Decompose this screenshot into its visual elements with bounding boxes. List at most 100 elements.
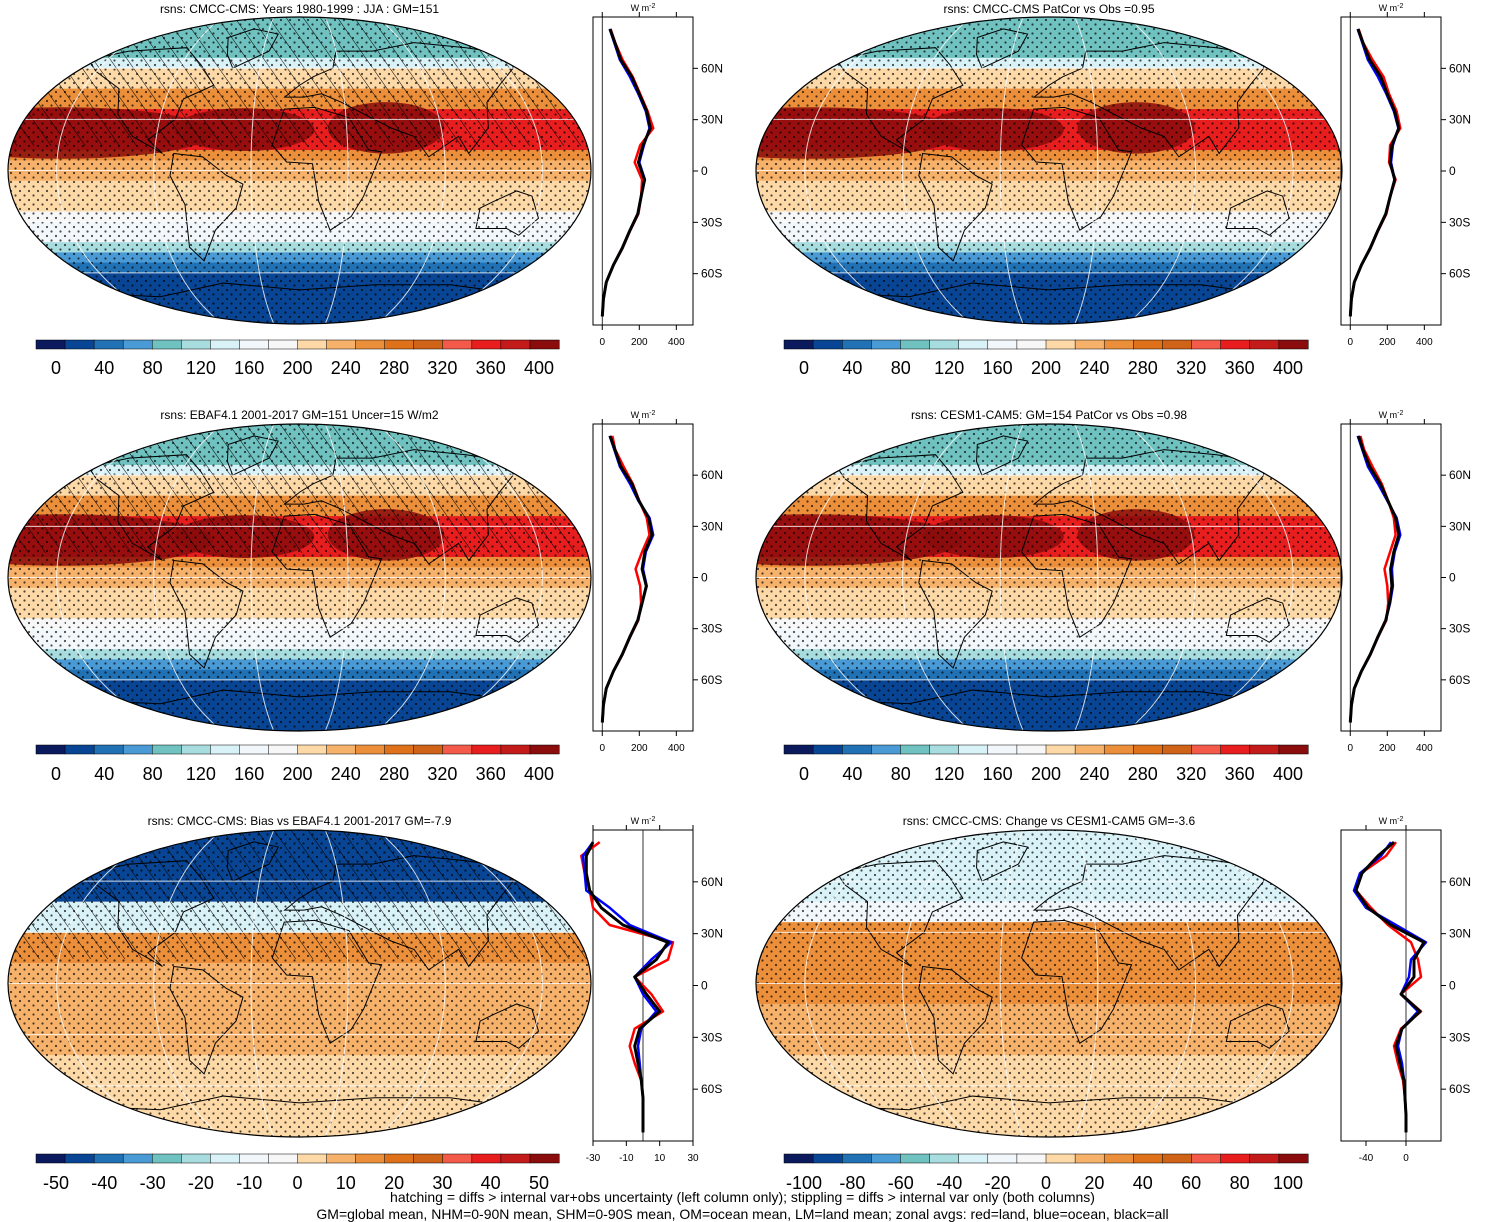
colorbar-tick-label: -60 (888, 1173, 914, 1193)
colorbar-swatch (35, 1153, 66, 1164)
zonal-x-tick-label: -10 (619, 1153, 634, 1164)
colorbar-tick-label: 30 (432, 1173, 452, 1193)
colorbar: -50 -40 -30 -20 -10 0 10 20 30 40 50 (35, 1153, 560, 1193)
colorbar-swatch (210, 744, 240, 755)
hatching (8, 17, 591, 146)
colorbar-tick-label: 40 (481, 1173, 501, 1193)
zonal-x-tick-label: 0 (599, 337, 605, 348)
colorbar-tick-label: -10 (236, 1173, 262, 1193)
colorbar-swatch (326, 744, 357, 755)
colorbar-tick-label: 0 (51, 764, 61, 784)
colorbar-swatch (413, 744, 444, 755)
zonal-mean-plot: 60N 30N 0 30S 60S -40 0 W m-2 (1340, 816, 1471, 1164)
zonal-x-tick-label: 400 (1416, 743, 1433, 754)
map-field (8, 424, 591, 731)
colorbar-swatch (841, 339, 872, 350)
lat-tick-label: 0 (701, 571, 708, 585)
colorbar-swatch (929, 744, 960, 755)
lat-tick-label: 60S (701, 1082, 722, 1096)
colorbar-swatch (1074, 1153, 1105, 1164)
zonal-unit-label: W m-2 (1379, 816, 1404, 826)
colorbar-swatch (442, 744, 473, 755)
colorbar-swatch (900, 339, 931, 350)
colorbar-swatch (871, 339, 901, 350)
colorbar-swatch (500, 744, 531, 755)
colorbar-tick-label: 120 (186, 764, 216, 784)
colorbar-swatch (122, 744, 153, 755)
colorbar-swatch (1278, 744, 1309, 755)
map-field (756, 424, 1342, 731)
colorbar-swatch (268, 339, 299, 350)
zonal-x-tick-label: -40 (1359, 1153, 1374, 1164)
colorbar-tick-label: 120 (934, 358, 964, 378)
colorbar-swatch (210, 1153, 240, 1164)
colorbar-tick-label: -40 (91, 1173, 117, 1193)
colorbar-swatch (1016, 1153, 1047, 1164)
panel-title: rsns: CMCC-CMS: Years 1980-1999 : JJA : … (160, 2, 439, 16)
hatching (8, 424, 591, 553)
zonal-unit-label: W m-2 (631, 410, 656, 420)
zonal-unit-label: W m-2 (1379, 410, 1404, 420)
colorbar-tick-label: 120 (186, 358, 216, 378)
colorbar-tick-label: 160 (234, 358, 264, 378)
lat-tick-label: 0 (1449, 571, 1456, 585)
lat-tick-label: 30S (1449, 1030, 1470, 1044)
colorbar-swatch (297, 339, 328, 350)
zonal-x-tick-label: 400 (668, 337, 685, 348)
colorbar-tick-label: 40 (842, 358, 862, 378)
map-outline (755, 829, 1343, 1138)
colorbar-swatch (783, 744, 814, 755)
lat-tick-label: 60N (1449, 468, 1471, 482)
colorbar-tick-label: 400 (1273, 764, 1303, 784)
colorbar-swatch (500, 339, 531, 350)
colorbar-swatch (355, 1153, 386, 1164)
colorbar-swatch (812, 1153, 843, 1164)
colorbar-swatch (1074, 339, 1105, 350)
panel-change: rsns: CMCC-CMS: Change vs CESM1-CAM5 GM=… (755, 814, 1471, 1193)
colorbar-swatch (122, 339, 153, 350)
colorbar-swatch (35, 339, 66, 350)
lat-tick-label: 30N (701, 113, 723, 127)
zonal-series-line (1354, 841, 1423, 1133)
zonal-x-tick-label: 200 (631, 337, 648, 348)
panel-bias: rsns: CMCC-CMS: Bias vs EBAF4.1 2001-201… (7, 814, 723, 1193)
colorbar-swatch (384, 744, 415, 755)
colorbar-swatch (1045, 339, 1076, 350)
colorbar-swatch (1016, 744, 1047, 755)
colorbar-swatch (64, 1153, 95, 1164)
zonal-unit-exponent: -2 (649, 3, 655, 10)
colorbar-tick-label: 280 (1128, 764, 1158, 784)
zonal-mean-plot: 60N 30N 0 30S 60S 0 200 400 W m-2 (592, 410, 723, 754)
colorbar-swatch (783, 339, 814, 350)
colorbar-tick-label: 40 (94, 358, 114, 378)
zonal-unit-exponent: -2 (1397, 816, 1403, 823)
lat-tick-label: 60N (701, 875, 723, 889)
lat-tick-label: 60S (1449, 267, 1470, 281)
zonal-series-line (600, 28, 652, 317)
colorbar-swatch (1162, 744, 1193, 755)
colorbar-swatch (442, 1153, 473, 1164)
colorbar-swatch (239, 339, 269, 350)
colorbar-tick-label: -30 (140, 1173, 166, 1193)
colorbar-swatch (871, 1153, 901, 1164)
colorbar-swatch (1103, 1153, 1134, 1164)
panel-title: rsns: CMCC-CMS: Change vs CESM1-CAM5 GM=… (903, 814, 1196, 828)
colorbar-swatch (384, 339, 415, 350)
colorbar-swatch (297, 1153, 328, 1164)
zonal-x-tick-label: 0 (1403, 1153, 1409, 1164)
colorbar-swatch (1191, 339, 1222, 350)
colorbar-swatch (929, 339, 960, 350)
colorbar-tick-label: 320 (427, 764, 457, 784)
colorbar-tick-label: 120 (934, 764, 964, 784)
colorbar-swatch (151, 1153, 182, 1164)
zonal-x-tick-label: 400 (668, 743, 685, 754)
colorbar-swatch (442, 339, 473, 350)
colorbar-swatch (122, 1153, 153, 1164)
colorbar-tick-label: 60 (1181, 1173, 1201, 1193)
colorbar-tick-label: 160 (234, 764, 264, 784)
colorbar-swatch (929, 1153, 960, 1164)
panel-title: rsns: CESM1-CAM5: GM=154 PatCor vs Obs =… (911, 408, 1187, 422)
colorbar-swatch (210, 339, 240, 350)
map-outline (7, 16, 592, 325)
map-field (756, 830, 1342, 1137)
